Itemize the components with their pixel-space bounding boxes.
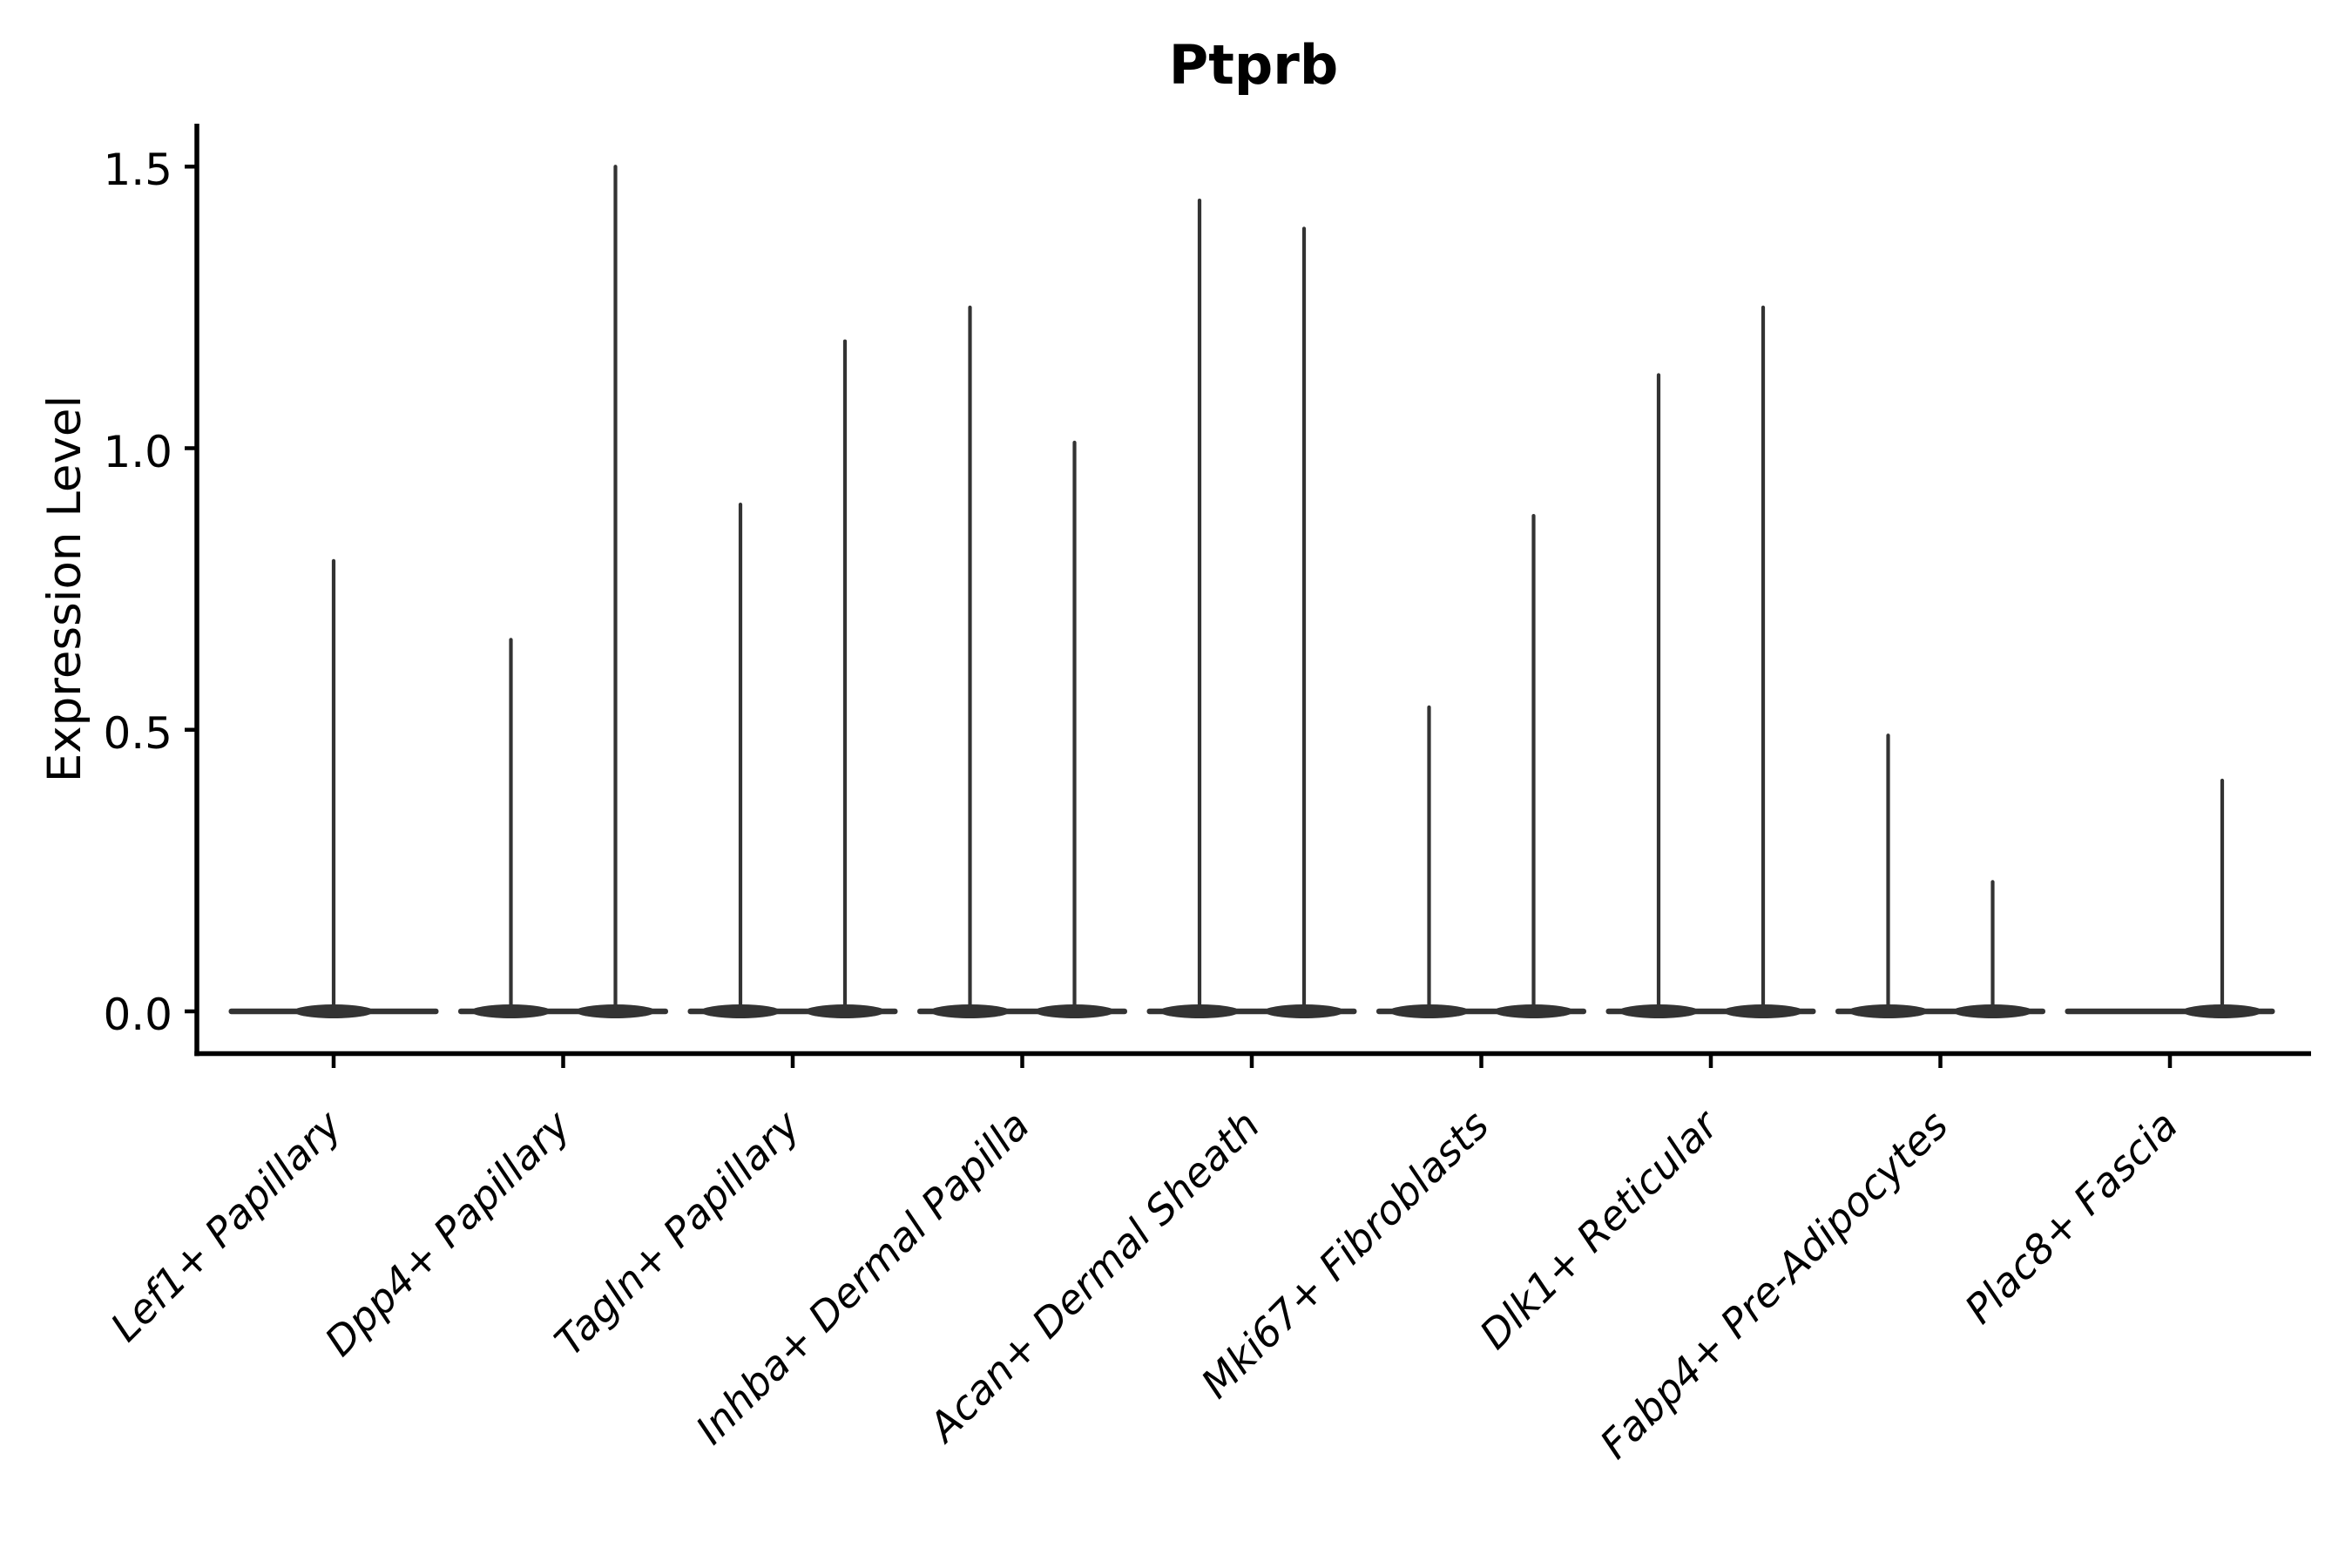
y-tick-label-0.0: 0.0 xyxy=(103,990,172,1040)
y-tick-label-1.0: 1.0 xyxy=(103,426,172,477)
y-axis-label: Expression Level xyxy=(38,395,91,783)
y-tick-label-1.5: 1.5 xyxy=(103,145,172,196)
y-tick-label-0.5: 0.5 xyxy=(103,707,172,759)
chart-title: Ptprb xyxy=(1168,33,1339,97)
